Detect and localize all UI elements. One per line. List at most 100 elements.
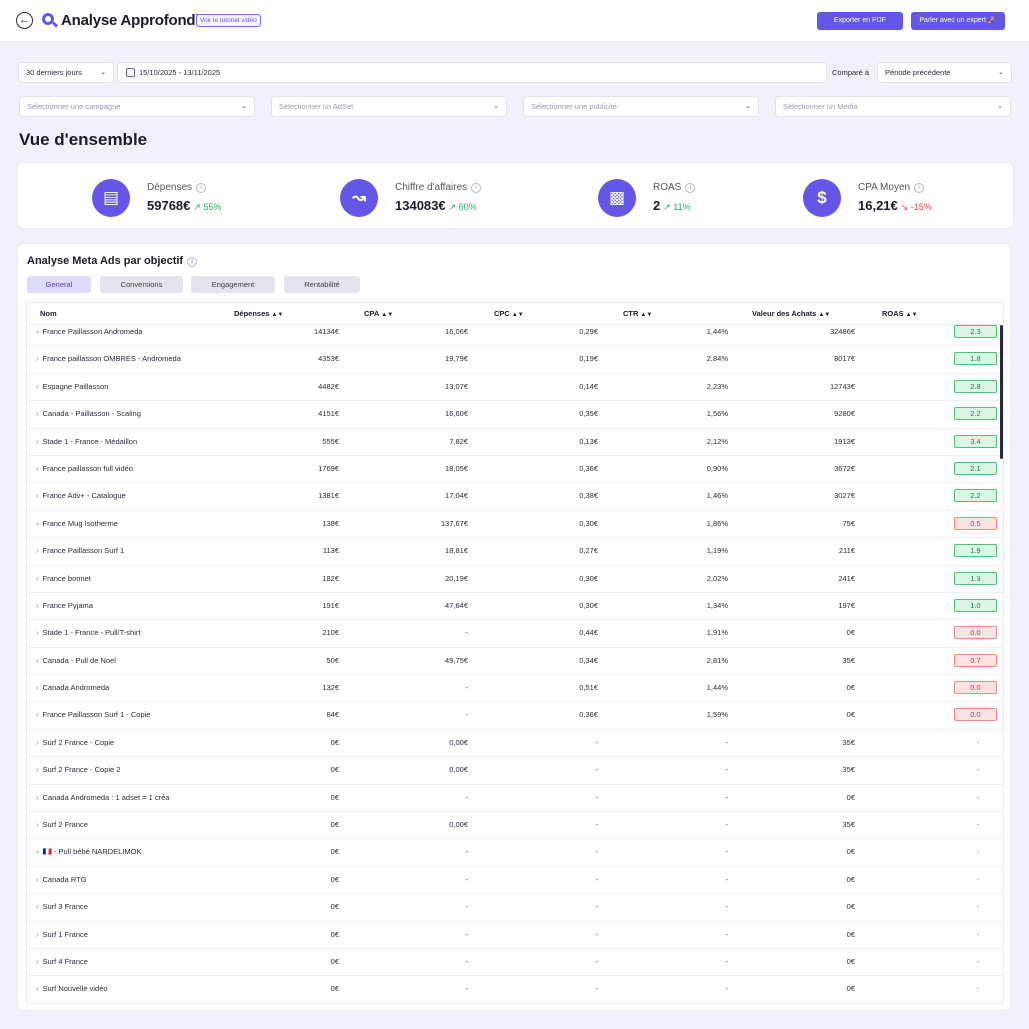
chevron-right-icon[interactable]: › xyxy=(36,491,39,501)
row-name[interactable]: › Surf 3 France xyxy=(36,894,88,920)
export-pdf-button[interactable]: Exporter en PDF xyxy=(817,12,903,30)
table-row[interactable]: › France Mug Isotherme 138€ 137,67€ 0,30€ 1,8… xyxy=(27,511,1003,539)
table-row[interactable]: › Canada RTG 0€ - - - 0€ - xyxy=(27,867,1003,895)
info-icon[interactable]: i xyxy=(685,183,696,193)
talk-to-expert-button[interactable]: Parler avec un expert 🚀 xyxy=(911,12,1005,30)
chevron-right-icon[interactable]: › xyxy=(36,956,39,966)
chevron-right-icon[interactable]: › xyxy=(36,409,39,419)
chevron-right-icon[interactable]: › xyxy=(36,518,39,528)
chevron-right-icon[interactable]: › xyxy=(36,874,39,884)
chevron-right-icon[interactable]: › xyxy=(36,628,39,638)
info-icon[interactable]: i xyxy=(471,183,482,193)
chevron-right-icon[interactable]: › xyxy=(36,327,39,336)
table-row[interactable]: › Canada - Paillasson - Scaling 4151€ 16,60… xyxy=(27,401,1003,429)
table-row[interactable]: › France Paillasson Andromeda 14134€ 16,06€… xyxy=(27,319,1003,347)
chevron-right-icon[interactable]: › xyxy=(36,820,39,830)
table-row[interactable]: › France paillasson OMBRES - Andromeda 435… xyxy=(27,346,1003,374)
col-header-cpa[interactable]: CPA ▲▼ xyxy=(364,309,393,318)
col-header-nom[interactable]: Nom xyxy=(40,309,57,318)
chevron-right-icon[interactable]: › xyxy=(36,847,39,857)
chevron-right-icon[interactable]: › xyxy=(36,929,39,939)
table-row[interactable]: › France Paillasson Surf 1 - Copie 84€ - 0,3… xyxy=(27,702,1003,730)
row-name[interactable]: › Canada - Pull de Noel xyxy=(36,648,116,674)
table-row[interactable]: › France bonnet 182€ 20,19€ 0,30€ 2,02% 241€ 1.… xyxy=(27,566,1003,593)
info-icon[interactable]: i xyxy=(914,183,925,193)
table-row[interactable]: › Espagne Paillasson 4482€ 13,07€ 0,14€ 2,23%… xyxy=(27,374,1003,402)
period-select[interactable]: 30 derniers jours ⌄ xyxy=(18,62,114,83)
table-row[interactable]: › France Paillasson Surf 1 113€ 18,81€ 0,27€… xyxy=(27,538,1003,566)
chevron-right-icon[interactable]: › xyxy=(36,354,39,364)
row-name[interactable]: › France Paillasson Surf 1 - Copie xyxy=(36,702,150,728)
row-name[interactable]: › Surf 1 France xyxy=(36,922,88,948)
table-row[interactable]: › France paillasson full vidéo 1769€ 18,05€… xyxy=(27,456,1003,484)
row-name[interactable]: › Canada RTG xyxy=(36,867,87,893)
chevron-right-icon[interactable]: › xyxy=(36,573,39,583)
col-header-roas[interactable]: ROAS ▲▼ xyxy=(882,309,918,318)
table-scrollbar[interactable] xyxy=(1000,325,1003,459)
row-name[interactable]: › France Adv+ - Catalogue xyxy=(36,483,126,509)
row-name[interactable]: › Surf Nouvelle vidéo xyxy=(36,976,108,1002)
chevron-right-icon[interactable]: › xyxy=(36,381,39,391)
col-header-valeur-achats[interactable]: Valeur des Achats ▲▼ xyxy=(752,309,830,318)
info-icon[interactable]: i xyxy=(196,183,207,193)
ad-select[interactable]: Sélectionner une publicité ⌄ xyxy=(523,96,759,117)
table-row[interactable]: › Canada - Pull de Noel 50€ 49,75€ 0,34€ 2,81… xyxy=(27,648,1003,676)
date-range-field[interactable]: 15/10/2025 - 13/11/2025 xyxy=(117,62,827,83)
tab-rentabilite[interactable]: Rentabilité xyxy=(284,276,360,293)
row-name[interactable]: › 🇫🇷 - Pull bébé NARDELIMOK xyxy=(36,839,141,865)
table-row[interactable]: › Surf 2 France - Copie 2 0€ 0,00€ - - 35€ - xyxy=(27,757,1003,785)
row-name[interactable]: › Surf 2 France xyxy=(36,812,88,838)
adset-select[interactable]: Sélectionner un AdSet ⌄ xyxy=(271,96,507,117)
row-name[interactable]: › France Pyjama xyxy=(36,593,93,619)
chevron-right-icon[interactable]: › xyxy=(36,463,39,473)
row-name[interactable]: › Espagne Paillasson xyxy=(36,374,108,400)
row-name[interactable]: › Surf 2 France - Copie xyxy=(36,730,114,756)
table-row[interactable]: › Canada Andromeda 132€ - 0,51€ 1,44% 0€ 0.0 xyxy=(27,675,1003,703)
row-name[interactable]: › Stade 1 - France - Médaillon xyxy=(36,429,137,455)
chevron-right-icon[interactable]: › xyxy=(36,710,39,720)
table-row[interactable]: › France Adv+ - Catalogue 1381€ 17,04€ 0,38€… xyxy=(27,483,1003,511)
chevron-right-icon[interactable]: › xyxy=(36,546,39,556)
chevron-right-icon[interactable]: › xyxy=(36,984,39,994)
row-name[interactable]: › Canada - Paillasson - Scaling xyxy=(36,401,141,427)
row-name[interactable]: › Surf 2 France - Copie 2 xyxy=(36,757,120,783)
row-name[interactable]: › France bonnet xyxy=(36,566,91,592)
row-name[interactable]: › Canada Andromeda : 1 adset = 1 créa xyxy=(36,785,169,811)
back-arrow-icon[interactable]: ← xyxy=(16,12,33,29)
row-name[interactable]: › France Paillasson Andromeda xyxy=(36,319,143,345)
table-row[interactable]: › Surf 2 France - Copie 0€ 0,00€ - - 35€ - xyxy=(27,730,1003,758)
tab-general[interactable]: General xyxy=(27,276,91,293)
col-header-ctr[interactable]: CTR ▲▼ xyxy=(623,309,652,318)
info-icon[interactable]: i xyxy=(187,257,198,267)
table-row[interactable]: › 🇫🇷 - Pull bébé NARDELIMOK 0€ - - - 0€ - xyxy=(27,839,1003,867)
row-name[interactable]: › Stade 1 - France - Pull/T-shirt xyxy=(36,620,140,646)
col-header-cpc[interactable]: CPC ▲▼ xyxy=(494,309,524,318)
table-row[interactable]: › Stade 1 - France - Pull/T-shirt 210€ - 0,4… xyxy=(27,620,1003,648)
row-name[interactable]: › France Mug Isotherme xyxy=(36,511,118,537)
table-row[interactable]: › Surf 1 France 0€ - - - 0€ - xyxy=(27,922,1003,949)
tab-conversions[interactable]: Conversions xyxy=(100,276,183,293)
row-name[interactable]: › France Paillasson Surf 1 xyxy=(36,538,124,564)
table-row[interactable]: › Canada Andromeda : 1 adset = 1 créa 0€ - -… xyxy=(27,785,1003,813)
chevron-right-icon[interactable]: › xyxy=(36,902,39,912)
campaign-select[interactable]: Sélectionner une campagne ⌄ xyxy=(19,96,255,117)
chevron-right-icon[interactable]: › xyxy=(36,765,39,775)
chevron-right-icon[interactable]: › xyxy=(36,737,39,747)
chevron-right-icon[interactable]: › xyxy=(36,655,39,665)
chevron-right-icon[interactable]: › xyxy=(36,600,39,610)
tab-engagement[interactable]: Engagement xyxy=(191,276,275,293)
col-header-depenses[interactable]: Dépenses ▲▼ xyxy=(234,309,283,318)
chevron-right-icon[interactable]: › xyxy=(36,683,39,693)
table-row[interactable]: › Surf 4 France 0€ - - - 0€ - xyxy=(27,949,1003,977)
table-row[interactable]: › France Pyjama 191€ 47,64€ 0,30€ 1,34% 197€ 1.… xyxy=(27,593,1003,621)
chevron-right-icon[interactable]: › xyxy=(36,792,39,802)
row-name[interactable]: › France paillasson OMBRES - Andromeda xyxy=(36,346,181,372)
chevron-right-icon[interactable]: › xyxy=(36,436,39,446)
row-name[interactable]: › France paillasson full vidéo xyxy=(36,456,133,482)
compare-select[interactable]: Période précédente ⌄ xyxy=(877,62,1012,83)
table-row[interactable]: › Surf Nouvelle vidéo 0€ - - - 0€ - xyxy=(27,976,1003,1003)
row-name[interactable]: › Surf 4 France xyxy=(36,949,88,975)
media-select[interactable]: Sélectionner un Media ⌄ xyxy=(775,96,1011,117)
tutorial-video-link[interactable]: Voir le tutoriel vidéo xyxy=(196,14,261,27)
row-name[interactable]: › Canada Andromeda xyxy=(36,675,109,701)
